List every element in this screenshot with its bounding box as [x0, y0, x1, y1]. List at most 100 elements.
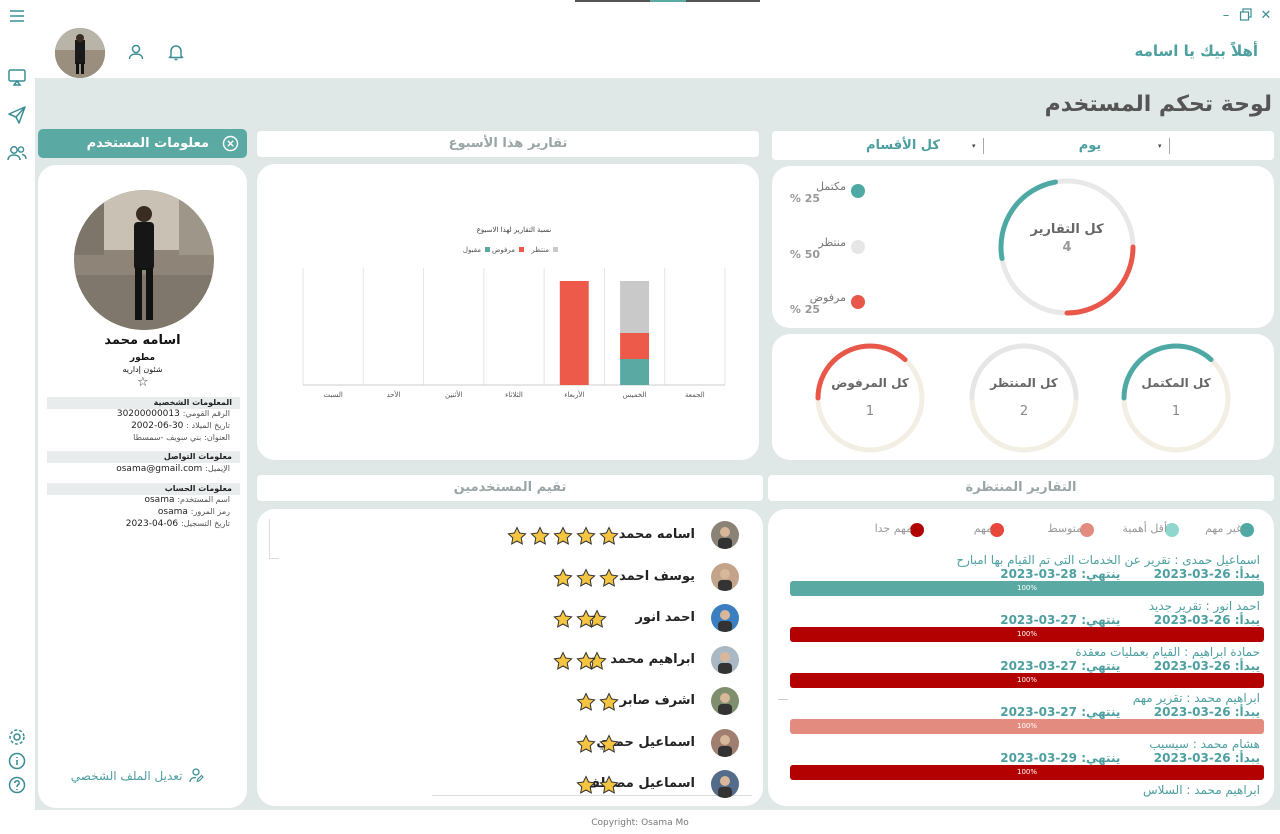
start-label: يبدأ:: [1235, 705, 1260, 719]
password-line: رمز المرور: osama: [47, 507, 240, 517]
rating-star-icon: [576, 734, 596, 754]
legend-complete-dot: [851, 184, 865, 198]
restore-icon[interactable]: [1238, 8, 1254, 24]
register-date-value: 06-04-2023: [126, 519, 178, 529]
minimize-icon[interactable]: –: [1218, 8, 1234, 24]
rater-avatar: [711, 646, 739, 674]
chart-x-tick-label: الخميس: [623, 391, 647, 399]
chart-bar: [620, 359, 649, 385]
rating-star-icon: [576, 568, 596, 588]
email-label: الإيميل:: [205, 464, 230, 473]
rating-row: احمد انور: [257, 604, 763, 634]
report-title[interactable]: حمادة ابراهيم : القيام بعمليات معقدة: [790, 645, 1260, 659]
send-icon[interactable]: [6, 104, 28, 126]
close-circle-icon[interactable]: [222, 135, 239, 152]
total-reports-title: كل التقارير: [1010, 222, 1124, 237]
welcome-text: أهلاً بيك يا اسامه: [1135, 42, 1259, 60]
rating-star-icon: [599, 568, 619, 588]
chart-legend-item: منتظر: [530, 246, 558, 254]
rating-row: اشرف صابر: [257, 687, 763, 717]
period-select[interactable]: يوم: [1052, 138, 1128, 153]
priority-dot: [1240, 523, 1254, 537]
start-date: 26-03-2023: [1154, 659, 1231, 673]
legend-pending-dot: [851, 240, 865, 254]
priority-dot: [1080, 523, 1094, 537]
rating-star-outline-icon: ☆: [137, 375, 149, 390]
rating-star-icon: [553, 568, 573, 588]
chart-bar: [620, 281, 649, 333]
legend-complete-pct: 25 %: [770, 192, 820, 205]
department-select[interactable]: كل الأقسام: [858, 138, 948, 153]
rejected-counter-label: كل المرفوض: [818, 376, 922, 390]
rating-star-icon: [507, 526, 527, 546]
help-icon[interactable]: [6, 774, 28, 796]
report-dates: يبدأ: 26-03-2023 ينتهي: 29-03-2023: [790, 751, 1260, 765]
window-title-accent: [650, 0, 686, 2]
info-icon[interactable]: [6, 750, 28, 772]
priority-label: متوسط: [1047, 522, 1082, 535]
period-dropdown-icon[interactable]: ▾: [1158, 138, 1170, 154]
birth-date-line: تاريخ الميلاد : 30-06-2002: [47, 421, 240, 431]
report-progress-bar: 100%: [790, 719, 1264, 734]
report-title[interactable]: اسماعيل حمدى : تقرير عن الخدمات التى تم …: [790, 553, 1260, 567]
weekly-chart: نسبة التقارير لهذا الاسبوعمنتظرمرفوضمقبو…: [257, 164, 759, 460]
profile-icon[interactable]: [126, 42, 146, 62]
department-dropdown-icon[interactable]: ▾: [972, 138, 984, 154]
personal-info-title: المعلومات الشخصية: [47, 397, 240, 409]
legend-pending-pct: 50 %: [770, 248, 820, 261]
menu-icon[interactable]: [6, 5, 28, 27]
user-info-header-label: معلومات المستخدم: [87, 136, 209, 151]
end-date: 27-03-2023: [1000, 613, 1077, 627]
address-value: بني سويف -سمسطا: [133, 433, 201, 442]
close-icon[interactable]: ✕: [1258, 8, 1274, 24]
legend-rejected-pct: 25 %: [770, 303, 820, 316]
screen-cast-icon[interactable]: [6, 66, 28, 88]
pending-scroll-mark: [778, 699, 788, 700]
chart-bar: [560, 281, 589, 385]
header-avatar[interactable]: [55, 28, 105, 78]
complete-counter-ring: [1118, 340, 1234, 456]
page-title: لوحة تحكم المستخدم: [1045, 92, 1272, 117]
chart-bar: [620, 333, 649, 359]
password-label: رمز المرور:: [191, 507, 230, 516]
users-icon[interactable]: [6, 142, 28, 164]
username-label: اسم المستخدم:: [177, 495, 230, 504]
start-label: يبدأ:: [1235, 659, 1260, 673]
chart-legend-label: مرفوض: [492, 246, 515, 254]
bell-icon[interactable]: [166, 42, 186, 62]
register-date-line: تاريخ التسجيل: 06-04-2023: [47, 519, 240, 529]
chart-x-tick-label: الأثنين: [445, 390, 462, 399]
filters-bar: [772, 131, 1274, 160]
rating-star-icon: [576, 651, 596, 671]
report-title[interactable]: ابراهيم محمد : السلاس: [790, 783, 1260, 797]
ratings-panel: اسامه محمد يوسف احمد احمد انور ابراهيم محمد…: [257, 509, 763, 806]
chart-x-tick-label: السبت: [323, 391, 342, 399]
priority-label: أقل أهمية: [1122, 522, 1167, 535]
rater-avatar: [711, 604, 739, 632]
start-date: 26-03-2023: [1154, 613, 1231, 627]
start-label: يبدأ:: [1235, 751, 1260, 765]
edit-profile-button[interactable]: تعديل الملف الشخصي: [60, 767, 215, 785]
address-label: العنوان:: [204, 433, 230, 442]
start-label: يبدأ:: [1235, 567, 1260, 581]
rating-star-icon: [576, 775, 596, 795]
settings-icon[interactable]: [6, 726, 28, 748]
complete-counter-label: كل المكتمل: [1124, 376, 1228, 390]
chart-legend-item: مقبول: [463, 246, 490, 254]
report-title[interactable]: احمد انور : تقرير جديد: [790, 599, 1260, 613]
contact-info-title: معلومات التواصل: [47, 451, 240, 463]
national-id-label: الرقم القومي:: [183, 409, 230, 418]
report-dates: يبدأ: 26-03-2023 ينتهي: 27-03-2023: [790, 659, 1260, 673]
pending-reports-header: التقارير المنتظرة: [768, 475, 1274, 501]
chart-legend-item: مرفوض: [492, 246, 524, 254]
national-id-value: 30200000013: [117, 409, 180, 419]
report-title[interactable]: ابراهيم محمد : تقرير مهم: [790, 691, 1260, 705]
rating-star-icon: [553, 526, 573, 546]
ratings-header: تقيم المستخدمين: [257, 475, 763, 501]
rejected-counter-ring: [812, 340, 928, 456]
password-value: osama: [158, 507, 188, 517]
rating-star-icon: [576, 609, 596, 629]
report-title[interactable]: هشام محمد : سيسيب: [790, 737, 1260, 751]
rater-avatar: [711, 687, 739, 715]
chart-legend-swatch: [553, 247, 558, 252]
